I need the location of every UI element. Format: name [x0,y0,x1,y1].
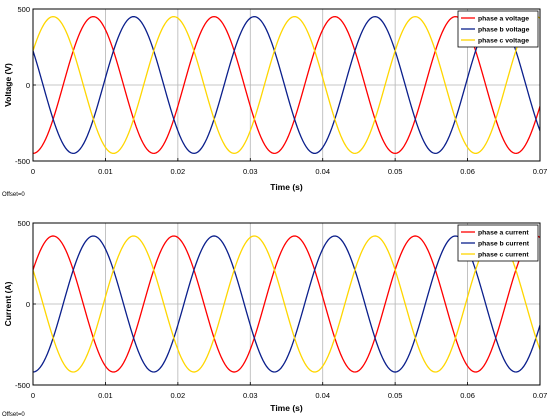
series-line-1 [33,15,540,155]
y-axis-title: Voltage (V) [3,63,13,107]
series-line-3 [33,15,540,155]
y-tick-label: -500 [15,381,30,390]
legend: phase a current phase b current phase c cu… [457,224,539,262]
legend-label-2: phase b current [478,241,530,248]
x-tick-label: 0.05 [388,167,403,176]
offset-label: Offset=0 [2,192,25,198]
x-tick-label: 0.07 [533,391,548,400]
x-tick-label: 0.01 [98,167,113,176]
x-tick-label: 0.03 [243,391,258,400]
legend-label-3: phase c voltage [478,38,529,45]
x-tick-label: 0.02 [171,167,186,176]
legend-label-3: phase c current [478,252,529,259]
x-tick-label: 0.04 [315,391,330,400]
series-line-2 [33,235,540,373]
x-axis-title: Time (s) [270,403,303,413]
legend: phase a voltage phase b voltage phase c vo… [457,10,539,48]
y-tick-label: -500 [15,157,30,166]
x-tick-label: 0.06 [460,167,475,176]
x-tick-label: 0.05 [388,391,403,400]
x-tick-label: 0 [31,391,35,400]
x-tick-label: 0.04 [315,167,330,176]
x-axis-title: Time (s) [270,182,303,192]
y-tick-label: 500 [17,5,30,14]
x-tick-label: 0.07 [533,167,548,176]
x-tick-label: 0.01 [98,391,113,400]
legend-label-2: phase b voltage [478,27,530,34]
x-tick-label: 0 [31,167,35,176]
legend-label-1: phase a current [478,230,529,237]
y-tick-label: 0 [26,300,30,309]
chart-2: 0 0.01 0.02 0.03 0.04 0.05 0.06 0.07-5000500Tim… [2,219,547,418]
series-line-3 [33,235,540,373]
y-tick-label: 0 [26,81,30,90]
y-tick-label: 500 [17,219,30,228]
x-tick-label: 0.02 [171,391,186,400]
offset-label: Offset=0 [2,412,25,418]
x-tick-label: 0.06 [460,391,475,400]
legend-label-1: phase a voltage [478,16,529,23]
x-tick-label: 0.03 [243,167,258,176]
chart-1: 0 0.01 0.02 0.03 0.04 0.05 0.06 0.07-5000500Tim… [2,5,547,198]
y-axis-title: Current (A) [3,281,13,326]
